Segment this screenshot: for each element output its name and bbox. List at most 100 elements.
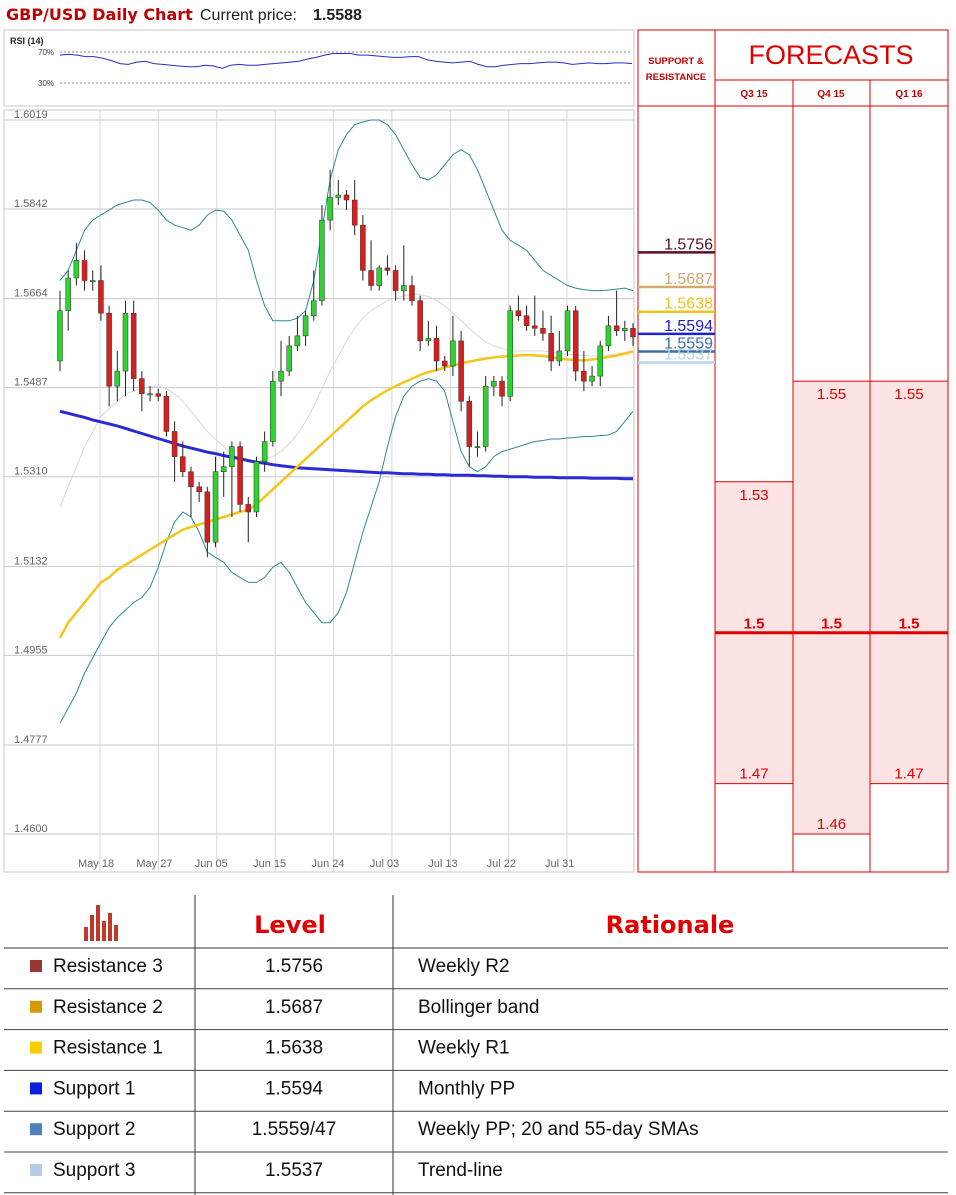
y-tick-label: 1.4777 <box>14 734 48 746</box>
candle <box>65 270 71 331</box>
candle-body <box>401 285 407 291</box>
candle-body <box>597 345 604 377</box>
candle <box>433 325 440 372</box>
candle <box>196 481 202 502</box>
row-rationale: Monthly PP <box>418 1078 515 1099</box>
sma55-line <box>58 350 634 639</box>
candle-body <box>270 380 276 442</box>
table-header-level: Level <box>254 911 326 939</box>
candle <box>351 179 358 236</box>
row-name: Support 1 <box>53 1078 135 1099</box>
candle <box>384 255 391 276</box>
row-level: 1.5756 <box>265 956 323 977</box>
candle-body <box>130 312 137 379</box>
price-chart-frame <box>3 109 635 873</box>
candle <box>409 275 415 306</box>
candle-body <box>613 325 620 332</box>
rsi-level-30: 30% <box>38 79 54 88</box>
sr-title-line2: RESISTANCE <box>646 72 707 83</box>
y-tick-label: 1.5487 <box>14 377 48 389</box>
candle-body <box>114 370 121 387</box>
candle-body <box>311 300 317 316</box>
candle <box>491 376 497 397</box>
y-tick-label: 1.4600 <box>14 823 48 835</box>
rsi-line <box>59 53 633 69</box>
row-color-swatch <box>30 1164 42 1176</box>
y-tick-label: 1.6019 <box>14 109 48 121</box>
candle <box>270 371 276 447</box>
candle <box>572 305 579 382</box>
forecast-min-label: 1.47 <box>739 766 768 783</box>
candle <box>98 265 104 321</box>
row-color-swatch <box>30 1082 42 1095</box>
row-rationale: Weekly PP; 20 and 55-day SMAs <box>418 1119 699 1140</box>
candle <box>89 270 96 291</box>
table-row: Resistance 3 1.5756 Weekly R2 <box>4 956 948 990</box>
forecast-max-label: 1.55 <box>817 386 846 403</box>
rsi-panel <box>3 29 635 107</box>
y-tick-label: 1.5132 <box>14 555 48 567</box>
row-level: 1.5594 <box>265 1078 324 1099</box>
table-header-rationale: Rationale <box>606 911 735 939</box>
level-label: 1.5594 <box>664 318 713 335</box>
candle <box>286 335 292 377</box>
current-price-value: 1.5588 <box>313 7 362 24</box>
x-tick-label: Jun 15 <box>253 858 286 870</box>
level-label: 1.5756 <box>664 236 713 253</box>
table-row: Resistance 2 1.5687 Bollinger band <box>4 997 948 1031</box>
candle-body <box>581 370 587 382</box>
row-level: 1.5559/47 <box>252 1119 337 1140</box>
candle <box>73 242 80 286</box>
x-tick-label: May 18 <box>78 858 114 870</box>
row-rationale: Bollinger band <box>418 997 539 1018</box>
candle <box>188 466 194 518</box>
candle-body <box>302 315 309 337</box>
candle-body <box>491 380 497 387</box>
candle-body <box>73 260 80 279</box>
candle-body <box>180 456 186 472</box>
candle <box>229 441 235 518</box>
table-row: Support 1 1.5594 Monthly PP <box>4 1078 948 1112</box>
candle-body <box>482 385 489 447</box>
candle <box>605 315 612 351</box>
candle <box>441 355 448 372</box>
candle-body <box>245 504 252 513</box>
y-tick-label: 1.5842 <box>14 198 48 210</box>
candle-body <box>450 340 456 367</box>
candle <box>171 421 178 482</box>
forecast-median-label: 1.5 <box>821 616 842 633</box>
row-name: Support 3 <box>53 1160 135 1181</box>
quarter-q4-15: Q4 15 <box>817 89 845 100</box>
candle <box>343 189 350 211</box>
candle-body <box>532 325 538 329</box>
row-rationale: Weekly R1 <box>418 1038 510 1059</box>
candle <box>155 388 161 402</box>
candle-body <box>351 199 358 226</box>
candle-body <box>122 312 129 372</box>
candle <box>245 496 252 543</box>
candle <box>589 366 595 387</box>
candle <box>622 320 628 341</box>
y-tick-label: 1.5310 <box>14 466 48 478</box>
candle-body <box>286 345 292 372</box>
candle-body <box>556 350 563 362</box>
candle-body <box>229 446 235 467</box>
candle-body <box>433 338 440 362</box>
candle-body <box>89 280 96 282</box>
level-label: 1.5687 <box>664 271 713 288</box>
candle <box>376 265 382 291</box>
bollinger-upper-line <box>59 119 634 322</box>
table-logo-icon <box>84 905 118 941</box>
bollinger-lower-line <box>59 378 634 724</box>
candle <box>466 396 473 467</box>
x-tick-label: May 27 <box>136 858 172 870</box>
sma20-line <box>59 294 634 508</box>
y-tick-label: 1.4955 <box>14 644 48 656</box>
forecast-range <box>793 381 870 834</box>
quarter-q3-15: Q3 15 <box>740 89 768 100</box>
candle-body <box>605 325 612 347</box>
x-tick-label: Jul 13 <box>428 858 457 870</box>
row-rationale: Trend-line <box>418 1160 503 1181</box>
table-row: Resistance 1 1.5638 Weekly R1 <box>4 1038 948 1071</box>
candle-body <box>564 310 571 352</box>
